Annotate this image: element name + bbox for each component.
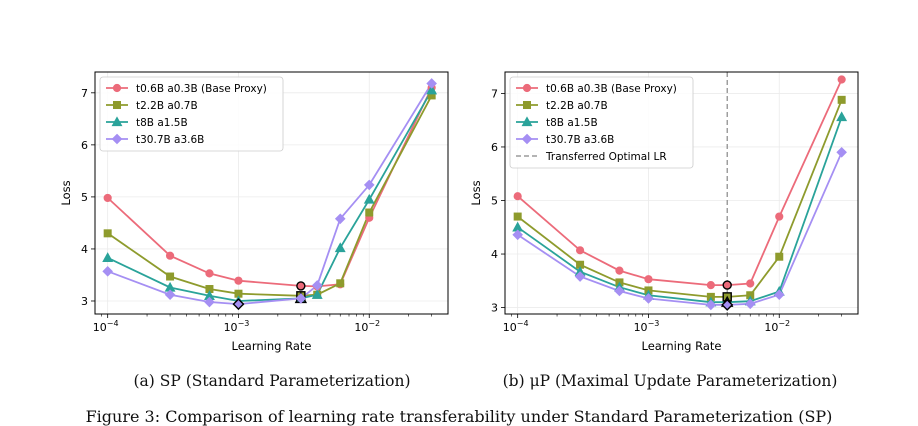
y-tick-label: 3 — [491, 302, 498, 315]
legend-marker — [111, 133, 123, 145]
data-point — [164, 289, 176, 301]
data-point — [744, 298, 756, 310]
x-tick-label: 10−2 — [354, 319, 380, 334]
legend-marker — [522, 83, 532, 93]
y-tick-label: 6 — [81, 139, 88, 152]
x-tick-label: 10−4 — [93, 319, 119, 334]
x-tick-label: 10−4 — [503, 319, 529, 334]
optimal-marker — [232, 298, 245, 311]
data-point — [426, 78, 437, 89]
legend-marker — [521, 116, 533, 127]
optimal-marker — [722, 280, 732, 290]
legend-marker — [112, 83, 122, 93]
legend-marker — [113, 101, 121, 109]
data-point — [102, 252, 114, 262]
data-point — [575, 246, 585, 255]
optimal-marker — [296, 281, 306, 291]
data-point — [746, 279, 755, 288]
legend-marker — [523, 101, 531, 109]
legend-label: t30.7B a3.6B — [546, 134, 614, 146]
data-point — [513, 192, 522, 201]
y-tick-label: 6 — [491, 141, 498, 154]
data-point — [103, 229, 112, 238]
data-point — [204, 296, 215, 308]
legend-label: t0.6B a0.3B (Base Proxy) — [136, 83, 267, 95]
data-point — [334, 242, 346, 253]
data-point — [706, 280, 715, 290]
figure-canvas: 3 4 5 6 7 10−4 10−3 10−2 Learning Rate Loss t0.6B … — [59, 71, 859, 353]
legend-label: t0.6B a0.3B (Base Proxy) — [546, 83, 677, 95]
x-axis-label: Learning Rate — [232, 339, 312, 353]
x-tick-label: 10−2 — [764, 319, 790, 334]
data-point — [837, 75, 846, 84]
data-point — [311, 280, 323, 291]
data-point — [334, 213, 346, 225]
data-point — [363, 179, 375, 191]
x-tick-label: 10−3 — [634, 319, 660, 334]
y-tick-label: 4 — [491, 248, 498, 261]
data-point — [426, 84, 438, 95]
data-point — [614, 285, 625, 297]
chart-panel-mup: 3 4 5 6 7 10−4 10−3 10−2 Learning Rate Loss t0.6B … — [469, 71, 859, 353]
y-tick-label: 3 — [81, 295, 88, 308]
legend-label: t8B a1.5B — [136, 117, 188, 129]
legend-marker — [111, 116, 123, 127]
figure-caption: Figure 3: Comparison of learning rate tr… — [85, 407, 833, 426]
legend-label: t8B a1.5B — [546, 117, 598, 129]
y-axis-label: Loss — [469, 180, 483, 205]
data-point — [165, 251, 175, 260]
legend-label: t2.2B a0.7B — [136, 100, 198, 112]
data-point — [574, 271, 586, 282]
y-tick-label: 4 — [81, 243, 88, 256]
chart-panel-sp: 3 4 5 6 7 10−4 10−3 10−2 Learning Rate Loss t0.6B … — [59, 71, 449, 353]
data-point — [836, 111, 848, 122]
data-point — [166, 272, 175, 281]
y-tick-label: 5 — [81, 191, 88, 204]
x-tick-label: 10−3 — [224, 319, 250, 334]
data-point — [103, 193, 112, 203]
legend: t0.6B a0.3B (Base Proxy) t2.2B a0.7B t8B a… — [509, 76, 694, 169]
legend-box — [99, 76, 284, 152]
optimal-marker — [721, 298, 734, 311]
y-tick-label: 5 — [491, 194, 498, 207]
data-point — [644, 275, 653, 284]
y-tick-label: 7 — [491, 87, 498, 100]
legend-box — [509, 76, 694, 169]
legend-label: t30.7B a3.6B — [136, 134, 204, 146]
data-point — [773, 289, 785, 301]
y-tick-label: 7 — [81, 87, 88, 100]
data-point — [205, 269, 214, 278]
x-axis-label: Learning Rate — [642, 339, 722, 353]
data-point — [775, 252, 784, 261]
data-point — [363, 193, 375, 204]
caption-b: (b) μP (Maximal Update Parameterization) — [502, 372, 838, 390]
legend-label: Transferred Optimal LR — [545, 151, 667, 163]
data-point — [295, 293, 307, 304]
data-point — [311, 289, 323, 299]
data-point — [705, 299, 717, 311]
data-point — [836, 147, 847, 158]
data-point — [643, 293, 654, 304]
plot-frame — [504, 71, 859, 315]
data-point — [837, 95, 846, 104]
data-point — [365, 208, 374, 217]
data-point — [615, 266, 624, 275]
caption-a: (a) SP (Standard Parameterization) — [133, 372, 411, 390]
data-point — [336, 279, 345, 288]
y-axis-label: Loss — [59, 180, 73, 205]
data-point — [102, 266, 113, 277]
data-point — [234, 276, 243, 285]
data-point — [775, 212, 784, 221]
legend-marker — [521, 133, 533, 145]
legend-label: t2.2B a0.7B — [546, 100, 608, 112]
data-point — [513, 212, 522, 221]
plot-frame — [94, 71, 449, 315]
legend: t0.6B a0.3B (Base Proxy) t2.2B a0.7B t8B a… — [99, 76, 284, 152]
data-point — [512, 229, 523, 241]
